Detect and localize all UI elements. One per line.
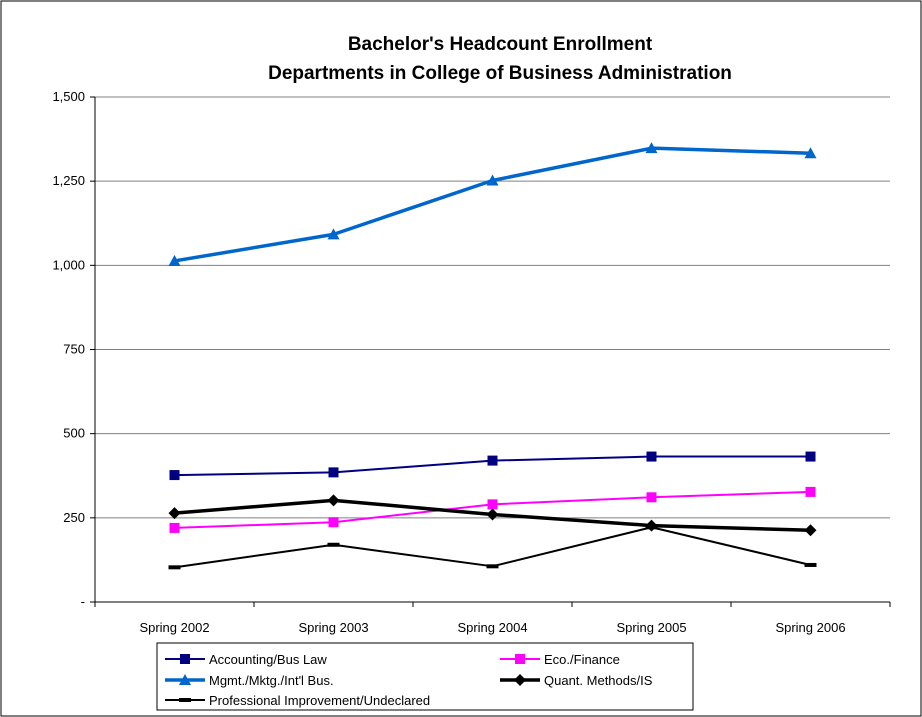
series-1: [169, 486, 816, 533]
legend-item-4: Professional Improvement/Undeclared: [165, 693, 430, 708]
x-tick-label-2: Spring 2004: [457, 620, 527, 635]
data-point-2-4: [804, 147, 817, 159]
y-tick-label-5: 1,250: [52, 173, 85, 188]
legend-box: [156, 642, 694, 711]
legend-swatch-marker-2: [179, 674, 191, 685]
data-point-0-2: [487, 455, 498, 466]
legend-label-2: Mgmt./Mktg./Int'l Bus.: [209, 673, 334, 688]
y-tick-label-4: 1,000: [52, 257, 85, 272]
data-point-0-1: [328, 467, 339, 478]
legend-item-3: Quant. Methods/IS: [500, 673, 653, 688]
data-point-3-1: [327, 494, 340, 507]
data-point-1-3: [646, 492, 657, 503]
data-point-2-2: [486, 174, 499, 186]
legend-swatch-marker-0: [180, 654, 190, 664]
x-tick-label-4: Spring 2006: [775, 620, 845, 635]
y-tick-label-0: -: [81, 594, 85, 609]
series-2: [168, 142, 817, 266]
data-point-2-1: [327, 228, 340, 240]
series-3: [168, 494, 817, 537]
series-group: [168, 142, 817, 570]
legend-swatch-marker-3: [514, 674, 526, 686]
legend-label-1: Eco./Finance: [544, 652, 620, 667]
data-point-1-4: [805, 486, 816, 497]
series-0: [169, 451, 816, 481]
y-tick-label-3: 750: [63, 342, 85, 357]
x-tick-labels: Spring 2002 Spring 2003 Spring 2004 Spring …: [139, 620, 845, 635]
data-point-4-2: [486, 564, 499, 569]
y-tick-label-6: 1,500: [52, 89, 85, 104]
x-tick-label-1: Spring 2003: [298, 620, 368, 635]
legend-item-2: Mgmt./Mktg./Int'l Bus.: [165, 673, 334, 688]
data-point-4-0: [168, 565, 181, 570]
legend-swatch-marker-4: [179, 698, 191, 702]
y-tick-labels: - 250 500 750 1,000 1,250 1,500: [52, 89, 85, 609]
legend-label-0: Accounting/Bus Law: [209, 652, 327, 667]
data-point-1-1: [328, 517, 339, 528]
x-tick-label-3: Spring 2005: [616, 620, 686, 635]
data-point-1-0: [169, 522, 180, 533]
data-point-2-0: [168, 254, 181, 266]
x-tick-label-0: Spring 2002: [139, 620, 209, 635]
series-4: [168, 525, 817, 570]
data-point-2-3: [645, 142, 658, 154]
data-point-0-0: [169, 470, 180, 481]
legend-label-3: Quant. Methods/IS: [544, 673, 653, 688]
axes: [90, 96, 891, 607]
data-point-3-0: [168, 507, 181, 520]
y-tick-label-2: 500: [63, 426, 85, 441]
legend: Accounting/Bus Law Eco./Finance Mgmt./Mktg…: [156, 642, 694, 711]
y-tick-label-1: 250: [63, 510, 85, 525]
chart-title-line-1: Bachelor's Headcount Enrollment: [348, 34, 653, 55]
legend-item-0: Accounting/Bus Law: [165, 652, 327, 667]
data-point-3-2: [486, 508, 499, 521]
legend-label-4: Professional Improvement/Undeclared: [209, 693, 430, 708]
data-point-4-4: [804, 562, 817, 567]
legend-item-1: Eco./Finance: [500, 652, 620, 667]
data-point-0-3: [646, 451, 657, 462]
data-point-4-3: [645, 525, 658, 530]
data-point-0-4: [805, 451, 816, 462]
data-point-4-1: [327, 542, 340, 547]
legend-swatch-marker-1: [515, 654, 525, 664]
data-point-3-4: [804, 524, 817, 537]
data-point-1-2: [487, 499, 498, 510]
chart-title-line-2: Departments in College of Business Admin…: [268, 63, 732, 84]
